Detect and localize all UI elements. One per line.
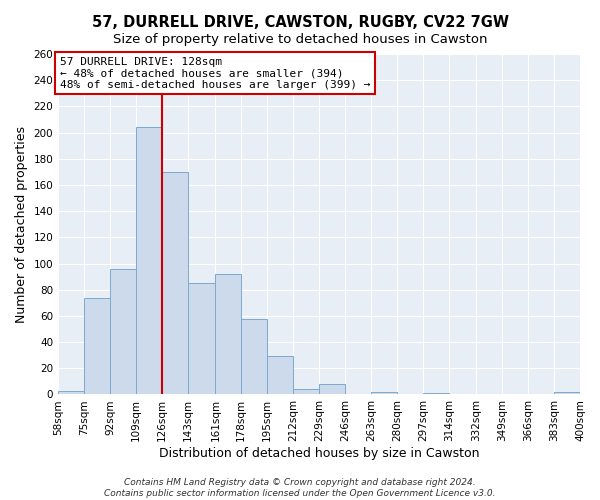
Y-axis label: Number of detached properties: Number of detached properties (15, 126, 28, 322)
Bar (293, 389, 319, 394)
Bar (84, 298, 110, 394)
Text: Contains HM Land Registry data © Crown copyright and database right 2024.
Contai: Contains HM Land Registry data © Crown c… (104, 478, 496, 498)
Bar (58, 390, 84, 394)
Text: 57, DURRELL DRIVE, CAWSTON, RUGBY, CV22 7GW: 57, DURRELL DRIVE, CAWSTON, RUGBY, CV22 … (91, 15, 509, 30)
Bar (423, 393, 449, 394)
Text: 57 DURRELL DRIVE: 128sqm
← 48% of detached houses are smaller (394)
48% of semi-: 57 DURRELL DRIVE: 128sqm ← 48% of detach… (59, 56, 370, 90)
Bar (241, 318, 267, 394)
Bar (371, 392, 397, 394)
Bar (136, 128, 162, 394)
Bar (215, 274, 241, 394)
Bar (162, 172, 188, 394)
Bar (319, 384, 345, 394)
Bar (267, 356, 293, 395)
X-axis label: Distribution of detached houses by size in Cawston: Distribution of detached houses by size … (159, 447, 479, 460)
Bar (188, 283, 215, 395)
Bar (110, 269, 136, 394)
Text: Size of property relative to detached houses in Cawston: Size of property relative to detached ho… (113, 32, 487, 46)
Bar (554, 392, 580, 394)
